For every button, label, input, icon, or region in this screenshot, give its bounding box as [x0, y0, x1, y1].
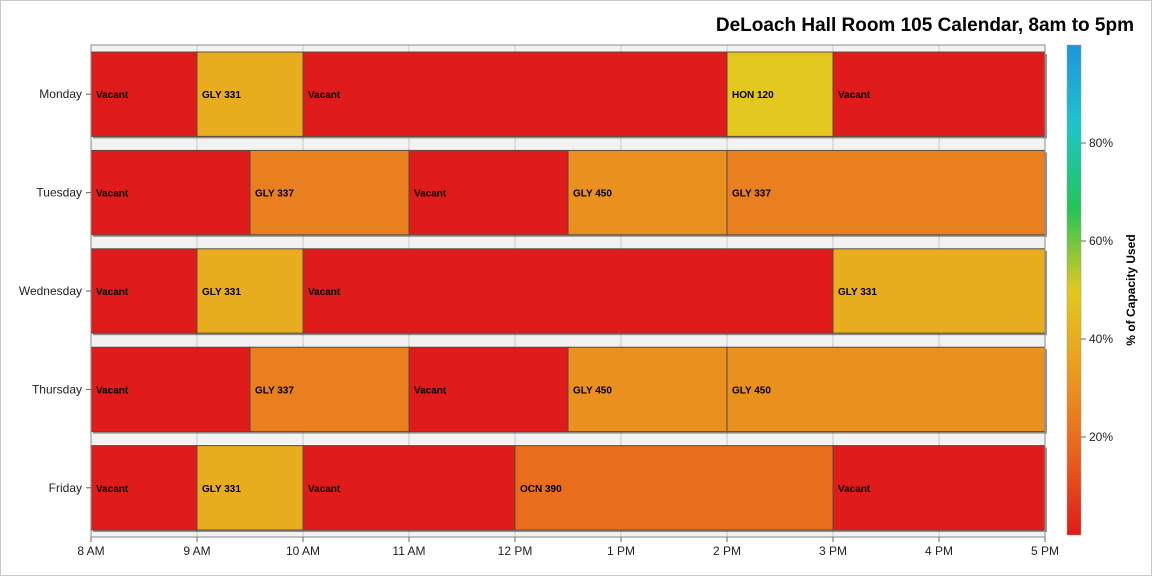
- event-bar: [832, 445, 1046, 531]
- event-bar: [302, 248, 834, 334]
- colorbar-label: % of Capacity Used: [1124, 234, 1138, 345]
- colorbar-tick-label: 80%: [1089, 136, 1113, 150]
- x-tick-label: 4 PM: [925, 544, 953, 558]
- event-bar: [90, 346, 251, 433]
- event-label: Vacant: [96, 287, 129, 298]
- axes: 8 AM 9 AM 10 AM 11 AM 12 PM 1 PM 2 PM 3 PM 4 PM 5…: [19, 44, 1059, 558]
- colorbar-tick-label: 60%: [1089, 234, 1113, 248]
- event-label: Vacant: [308, 287, 341, 298]
- event-label: Vacant: [838, 484, 871, 495]
- event-label: GLY 331: [202, 287, 241, 298]
- event-label: GLY 331: [202, 90, 241, 101]
- event-label: Vacant: [96, 385, 129, 396]
- event-label: Vacant: [96, 484, 129, 495]
- event-label: Vacant: [838, 90, 871, 101]
- event-bar: [726, 149, 1046, 236]
- event-bar: [832, 51, 1046, 137]
- event-bar: [726, 346, 1046, 433]
- x-tick-label: 3 PM: [819, 544, 847, 558]
- y-tick-label: Monday: [39, 87, 82, 101]
- event-bar: [726, 51, 834, 137]
- event-label: GLY 450: [732, 385, 771, 396]
- x-tick-label: 9 AM: [183, 544, 210, 558]
- event-bar: [408, 149, 569, 236]
- event-label: Vacant: [96, 189, 129, 200]
- event-bar: [196, 51, 304, 137]
- event-bar: [567, 149, 728, 236]
- x-tick-label: 1 PM: [607, 544, 635, 558]
- event-label: Vacant: [96, 90, 129, 101]
- event-bar: [832, 248, 1046, 334]
- x-tick-label: 2 PM: [713, 544, 741, 558]
- event-label: GLY 337: [732, 189, 771, 200]
- event-label: Vacant: [414, 189, 447, 200]
- event-bar: [302, 445, 516, 531]
- event-bar: [249, 149, 410, 236]
- event-label: GLY 337: [255, 385, 294, 396]
- y-tick-label: Tuesday: [36, 186, 82, 200]
- event-label: HON 120: [732, 90, 774, 101]
- event-label: OCN 390: [520, 484, 562, 495]
- y-tick-label: Friday: [49, 481, 82, 495]
- event-label: GLY 450: [573, 385, 612, 396]
- event-label: Vacant: [308, 484, 341, 495]
- event-label: Vacant: [414, 385, 447, 396]
- event-bar: [567, 346, 728, 433]
- y-tick-label: Wednesday: [19, 284, 82, 298]
- event-bar: [196, 248, 304, 334]
- event-label: Vacant: [308, 90, 341, 101]
- event-label: GLY 331: [838, 287, 877, 298]
- colorbar: 20% 40% 60% 80% % of Capacity Used: [1066, 44, 1138, 536]
- event-bar: [408, 346, 569, 433]
- colorbar-gradient: [1066, 44, 1082, 536]
- x-tick-label: 8 AM: [77, 544, 104, 558]
- event-bar: [90, 248, 198, 334]
- event-bar: [196, 445, 304, 531]
- event-label: GLY 450: [573, 189, 612, 200]
- y-tick-label: Thursday: [32, 382, 82, 396]
- x-tick-label: 5 PM: [1031, 544, 1059, 558]
- event-label: GLY 331: [202, 484, 241, 495]
- x-tick-label: 10 AM: [286, 544, 320, 558]
- event-bar: [90, 149, 251, 236]
- event-bar: [302, 51, 728, 137]
- chart-title: DeLoach Hall Room 105 Calendar, 8am to 5…: [715, 15, 1134, 36]
- x-tick-label: 12 PM: [498, 544, 533, 558]
- x-tick-label: 11 AM: [392, 544, 425, 558]
- colorbar-tick-label: 20%: [1089, 430, 1113, 444]
- event-bar: [90, 51, 198, 137]
- event-bar: [514, 445, 834, 531]
- colorbar-tick-label: 40%: [1089, 332, 1113, 346]
- event-bars: Vacant GLY 331 Vacant HON 120 Vacant Vacant GL…: [90, 51, 1047, 532]
- event-label: GLY 337: [255, 189, 294, 200]
